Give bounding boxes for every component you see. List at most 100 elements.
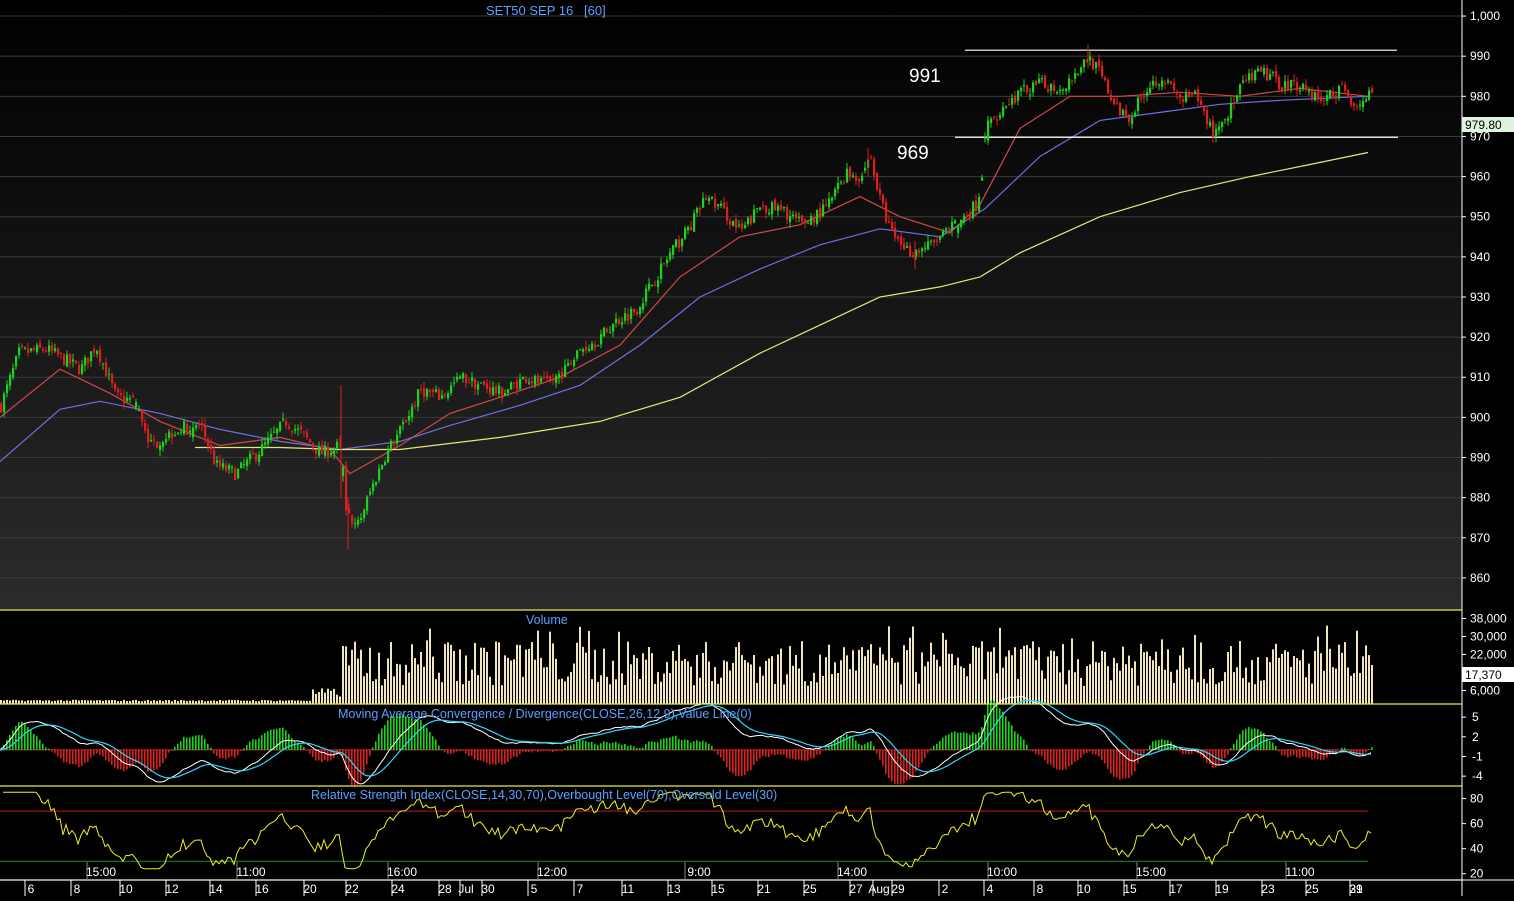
candle[interactable] (621, 317, 624, 329)
candle[interactable] (921, 247, 924, 258)
candle[interactable] (972, 200, 975, 221)
candle[interactable] (1053, 79, 1056, 94)
candle[interactable] (1290, 79, 1293, 93)
candle[interactable] (735, 214, 738, 234)
candle[interactable] (213, 445, 216, 465)
candle[interactable] (189, 425, 192, 438)
candle[interactable] (1038, 73, 1041, 84)
candle[interactable] (840, 179, 843, 185)
candle[interactable] (1221, 121, 1224, 133)
candle[interactable] (1230, 97, 1233, 123)
candle[interactable] (486, 379, 489, 394)
candle[interactable] (1194, 89, 1197, 96)
candle[interactable] (324, 441, 327, 459)
candle[interactable] (705, 194, 708, 201)
candle[interactable] (1329, 89, 1332, 100)
candle[interactable] (402, 418, 405, 431)
candle[interactable] (519, 373, 522, 391)
candle[interactable] (513, 381, 516, 389)
candle[interactable] (1176, 89, 1179, 100)
candle[interactable] (1056, 90, 1059, 95)
candle[interactable] (1134, 109, 1137, 118)
candle[interactable] (807, 219, 810, 224)
candle[interactable] (747, 216, 750, 227)
candle[interactable] (744, 221, 747, 230)
candle[interactable] (396, 429, 399, 447)
candle[interactable] (897, 235, 900, 243)
candle[interactable] (147, 424, 150, 449)
candle[interactable] (1101, 60, 1104, 79)
candle[interactable] (849, 165, 852, 181)
candle[interactable] (828, 192, 831, 210)
candle[interactable] (699, 205, 702, 217)
candle[interactable] (774, 198, 777, 211)
candle[interactable] (453, 376, 456, 387)
candle[interactable] (1077, 73, 1080, 76)
candle[interactable] (531, 376, 534, 388)
candle[interactable] (1254, 69, 1257, 84)
candle[interactable] (456, 372, 459, 383)
candle[interactable] (1092, 57, 1095, 71)
candle[interactable] (924, 241, 927, 253)
candle[interactable] (987, 115, 990, 145)
candle[interactable] (879, 183, 882, 200)
candle[interactable] (435, 385, 438, 393)
candle[interactable] (540, 375, 543, 384)
candle[interactable] (243, 458, 246, 469)
candle[interactable] (873, 156, 876, 181)
candle[interactable] (1236, 94, 1239, 103)
candle[interactable] (1191, 91, 1194, 97)
candle[interactable] (1278, 74, 1281, 93)
candle[interactable] (222, 458, 225, 471)
candle[interactable] (648, 277, 651, 292)
candle[interactable] (333, 447, 336, 460)
candle[interactable] (627, 307, 630, 325)
candle[interactable] (303, 430, 306, 437)
candle[interactable] (342, 464, 345, 482)
candle[interactable] (549, 375, 552, 384)
candle[interactable] (57, 346, 60, 358)
candle[interactable] (912, 251, 915, 259)
candle[interactable] (183, 418, 186, 436)
candle[interactable] (1281, 86, 1284, 94)
candle[interactable] (636, 308, 639, 317)
candle[interactable] (1032, 80, 1035, 97)
candle[interactable] (909, 242, 912, 257)
candle[interactable] (363, 508, 366, 523)
candle[interactable] (786, 204, 789, 225)
candle[interactable] (1365, 96, 1368, 103)
candle[interactable] (957, 224, 960, 239)
candle[interactable] (1098, 54, 1101, 72)
candle[interactable] (1275, 64, 1278, 83)
candle[interactable] (102, 362, 105, 370)
candle[interactable] (168, 428, 171, 441)
candle[interactable] (180, 428, 183, 436)
candle[interactable] (225, 460, 228, 473)
candle[interactable] (465, 373, 468, 388)
candle[interactable] (96, 349, 99, 358)
candle[interactable] (252, 448, 255, 456)
candle[interactable] (1089, 51, 1092, 66)
candle[interactable] (306, 429, 309, 440)
candle[interactable] (219, 454, 222, 471)
candle[interactable] (813, 213, 816, 228)
candle[interactable] (300, 421, 303, 434)
candle[interactable] (576, 350, 579, 362)
candle[interactable] (1248, 68, 1251, 84)
candle[interactable] (798, 212, 801, 223)
candle[interactable] (672, 244, 675, 260)
candle[interactable] (492, 381, 495, 397)
candle[interactable] (693, 209, 696, 232)
candle[interactable] (609, 325, 612, 334)
candle[interactable] (1206, 105, 1209, 130)
candle[interactable] (597, 344, 600, 347)
candle[interactable] (1035, 79, 1038, 86)
candle[interactable] (915, 249, 918, 260)
candle[interactable] (1104, 75, 1107, 82)
candle[interactable] (1182, 96, 1185, 108)
candle[interactable] (933, 239, 936, 248)
candle[interactable] (846, 163, 849, 184)
candle[interactable] (870, 154, 873, 160)
candle[interactable] (750, 214, 753, 226)
candle[interactable] (903, 237, 906, 251)
